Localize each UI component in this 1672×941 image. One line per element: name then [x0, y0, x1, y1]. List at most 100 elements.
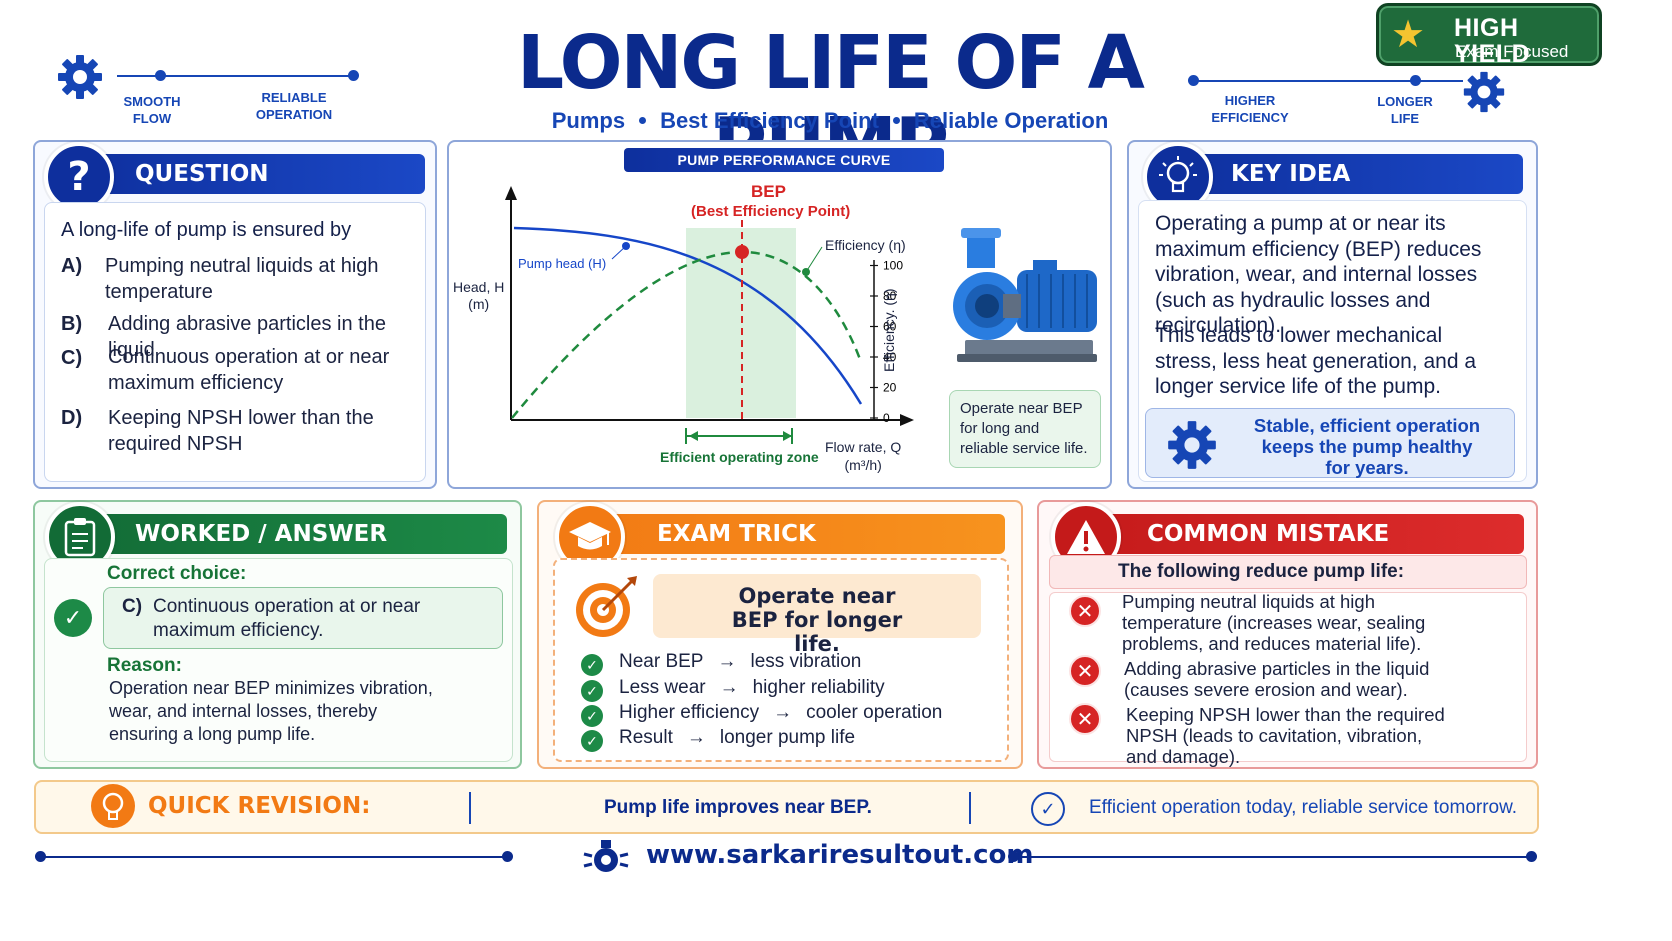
footer-right-node: [1526, 851, 1537, 862]
efficiency-axis-label: Efficiency. (η): [881, 288, 897, 372]
option-letter: D): [61, 407, 83, 429]
y-axis-label: Head, H (m): [453, 279, 505, 312]
zone-label: Efficient operating zone: [660, 449, 819, 465]
trick-row-left: Result: [619, 727, 673, 748]
option-text: Keeping NPSH lower than the required NPS…: [108, 407, 374, 455]
mistake-lead: The following reduce pump life:: [1118, 561, 1405, 582]
footer-left-node: [502, 851, 513, 862]
quick-revision-middle: Pump life improves near BEP.: [604, 797, 872, 818]
quick-revision-right: Efficient operation today, reliable serv…: [1089, 797, 1518, 818]
quick-revision-bar: QUICK REVISION: Pump life improves near …: [34, 780, 1539, 834]
exam-trick-card: Operate near BEP for longer life. ✓ Near…: [553, 558, 1009, 762]
answer-box: C) Continuous operation at or near maxim…: [103, 587, 503, 649]
x-axis-arrow: [900, 414, 914, 426]
mistake-item: Pumping neutral liquids at high temperat…: [1122, 591, 1426, 654]
trick-row-right: less vibration: [750, 651, 862, 672]
high-yield-badge: ★ HIGH YIELD Exam Focused: [1376, 3, 1602, 67]
key-idea-card: Operating a pump at or near its maximum …: [1138, 200, 1527, 482]
trick-row-right: higher reliability: [752, 677, 885, 698]
question-card: A long-life of pump is ensured by A) Pum…: [44, 202, 426, 482]
performance-chart: 0 20 40 60 80 100: [505, 186, 914, 444]
star-icon: ★: [1391, 14, 1426, 56]
x-icon: ✕: [1069, 595, 1101, 627]
worked-answer-heading: WORKED / ANSWER: [69, 514, 507, 554]
x-icon: ✕: [1069, 703, 1101, 735]
trick-row-right: cooler operation: [806, 702, 943, 723]
question-prompt: A long-life of pump is ensured by: [61, 219, 352, 241]
check-circle-icon: ✓: [1031, 792, 1065, 826]
header-right-node: [1410, 75, 1421, 86]
gear-icon: [56, 53, 104, 101]
header-label-reliable-operation: RELIABLE OPERATION: [255, 90, 333, 122]
eff-leader: [805, 246, 823, 273]
legend-efficiency: Efficiency (η): [825, 237, 906, 253]
worked-answer-card: Correct choice: ✓ C) Continuous operatio…: [44, 558, 513, 762]
revision-divider: [469, 792, 471, 824]
header-label-smooth-flow: SMOOTH FLOW: [123, 94, 181, 126]
footer-url[interactable]: www.sarkariresultout.com: [646, 840, 1034, 870]
badge-subtitle: Exam Focused: [1455, 42, 1569, 61]
option-letter: B): [61, 313, 83, 335]
subtitle-item: Pumps: [551, 108, 626, 133]
header-right-line: [1193, 80, 1463, 82]
option-letter: A): [61, 255, 83, 277]
site-logo-icon: [582, 838, 630, 878]
question-panel: QUESTION ? A long-life of pump is ensure…: [33, 140, 437, 489]
head-leader: [611, 245, 627, 260]
mistake-item: Adding abrasive particles in the liquid …: [1124, 658, 1430, 700]
mistake-item: Keeping NPSH lower than the required NPS…: [1126, 704, 1445, 767]
key-idea-highlight-text: Stable, efficient operation keeps the pu…: [1253, 415, 1481, 478]
gear-icon: [1462, 70, 1506, 114]
trick-row-right: longer pump life: [719, 727, 856, 748]
key-idea-para1: Operating a pump at or near its maximum …: [1155, 212, 1482, 337]
chart-panel: PUMP PERFORMANCE CURVE 0 20 40 60 80 100 BEP …: [447, 140, 1112, 489]
header-left-node: [155, 70, 166, 81]
key-idea-para2: This leads to lower mechanical stress, l…: [1155, 324, 1477, 398]
trick-row: Higher efficiency → cooler operation: [619, 701, 942, 725]
reason-label: Reason:: [107, 655, 182, 676]
option-text: Pumping neutral liquids at high temperat…: [105, 255, 379, 303]
efficiency-tick-label: 40: [883, 350, 897, 364]
zone-arrow-right: [783, 431, 792, 441]
arrow-icon: →: [719, 677, 739, 698]
page-subtitle: Pumps Best Efficiency Point Reliable Opera…: [420, 108, 1240, 134]
efficiency-tick-label: 0: [883, 411, 890, 425]
quick-revision-label: QUICK REVISION:: [148, 793, 371, 819]
efficiency-tick-label: 60: [883, 320, 897, 334]
reason-text: Operation near BEP minimizes vibration, …: [109, 678, 433, 744]
gear-icon: [1168, 421, 1216, 469]
bep-point: [735, 245, 749, 259]
question-mark-icon: ?: [44, 142, 114, 212]
arrow-icon: →: [717, 651, 737, 672]
trick-row: Less wear → higher reliability: [619, 676, 885, 700]
question-heading: QUESTION: [73, 154, 425, 194]
header-label-longer-life: LONGER LIFE: [1377, 94, 1433, 126]
footer-right-node: [1008, 851, 1019, 862]
arrow-icon: →: [686, 727, 706, 748]
x-icon: ✕: [1069, 655, 1101, 687]
revision-divider: [969, 792, 971, 824]
arrow-icon: →: [773, 702, 793, 723]
bep-title: BEP: [751, 182, 786, 201]
exam-trick-panel: EXAM TRICK Operate near BEP for longer l…: [537, 500, 1023, 769]
exam-trick-tip: Operate near BEP for longer life.: [653, 574, 981, 656]
key-idea-highlight: Stable, efficient operation keeps the pu…: [1145, 408, 1515, 478]
check-icon: ✓: [581, 654, 603, 676]
header-right-node: [1188, 75, 1199, 86]
footer-right-line: [1014, 856, 1532, 858]
trick-row-left: Less wear: [619, 677, 706, 698]
footer-left-line: [40, 856, 508, 858]
trick-row: Near BEP → less vibration: [619, 650, 861, 674]
check-icon: ✓: [54, 599, 92, 637]
worked-answer-panel: WORKED / ANSWER Correct choice: ✓ C) Con…: [33, 500, 522, 769]
bep-subtitle: (Best Efficiency Point): [691, 203, 851, 220]
legend-pump-head: Pump head (H): [518, 256, 607, 271]
common-mistake-heading: COMMON MISTAKE: [1069, 514, 1524, 554]
header-label-higher-efficiency: HIGHER EFFICIENCY: [1211, 93, 1289, 125]
check-icon: ✓: [581, 705, 603, 727]
check-icon: ✓: [581, 680, 603, 702]
x-axis-label: Flow rate, Q (m³/h): [825, 439, 902, 473]
efficiency-curve: [511, 250, 863, 419]
header-left-node: [348, 70, 359, 81]
header-left-line: [117, 75, 357, 77]
